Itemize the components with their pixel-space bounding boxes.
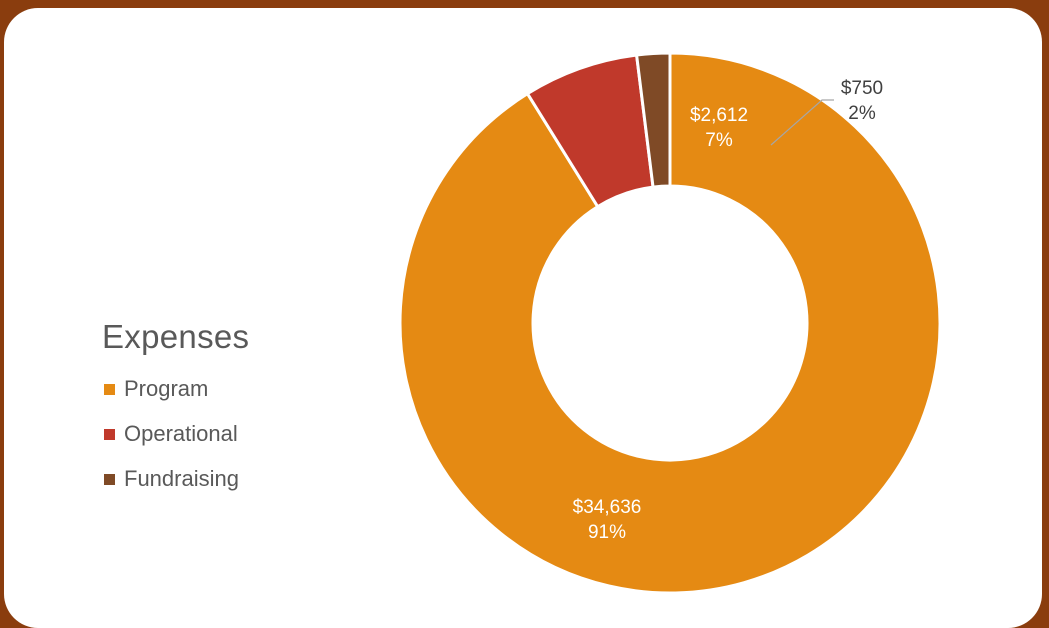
legend-label-fundraising: Fundraising: [124, 466, 239, 491]
data-label-operational: $2,612 7%: [690, 105, 748, 151]
chart-title: Expenses: [102, 318, 250, 355]
slice-program: [398, 51, 942, 595]
legend-swatch-operational: [104, 428, 115, 440]
legend-label-operational: Operational: [124, 421, 238, 446]
legend-label-program: Program: [124, 376, 209, 401]
slice-fundraising: [634, 51, 672, 189]
legend: Expenses Program Operational Fundraising: [102, 318, 250, 511]
data-label-fundraising: $750 2%: [841, 78, 883, 124]
legend-item-program: Program: [104, 376, 249, 402]
data-label-program: $34,636 91%: [573, 497, 642, 543]
legend-item-fundraising: Fundraising: [104, 466, 249, 492]
legend-item-operational: Operational: [104, 421, 249, 447]
leader-line-fundraising: [770, 99, 834, 146]
legend-swatch-program: [104, 383, 115, 395]
legend-swatch-fundraising: [104, 473, 115, 485]
